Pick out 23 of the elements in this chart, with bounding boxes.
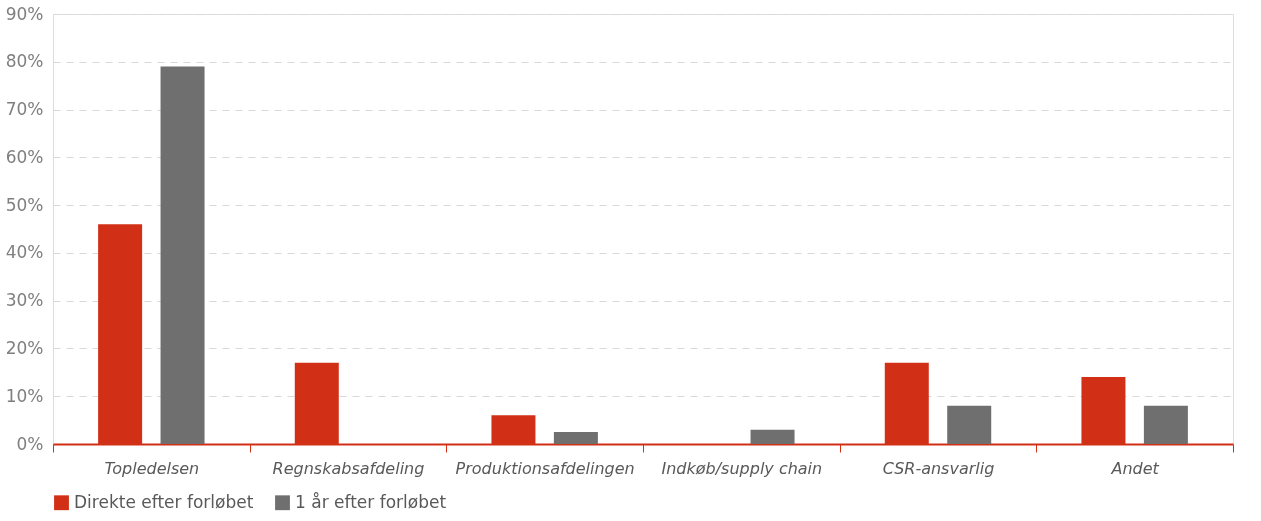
legend-label: Direkte efter forløbet [74, 491, 254, 512]
y-tick-label: 30% [5, 290, 44, 311]
bar [750, 429, 795, 444]
y-tick-label: 10% [5, 385, 44, 406]
x-tick-label: CSR-ansvarlig [882, 458, 995, 478]
y-tick-label: 80% [5, 51, 44, 72]
y-tick-label: 60% [5, 146, 44, 167]
legend-label: 1 år efter forløbet [295, 491, 447, 512]
x-tick-label: Topledelsen [104, 458, 200, 478]
bar [160, 66, 205, 444]
y-tick-label: 0% [16, 433, 44, 454]
y-tick-label: 50% [5, 194, 44, 215]
y-tick-label: 40% [5, 242, 44, 263]
x-tick-label: Produktionsafdelingen [455, 458, 635, 478]
bar [553, 432, 598, 444]
x-tick-label: Andet [1110, 458, 1160, 478]
y-tick-label: 20% [5, 337, 44, 358]
y-tick-label: 90% [5, 3, 44, 24]
y-tick-label: 70% [5, 99, 44, 120]
bar [1143, 405, 1188, 444]
bar [947, 405, 992, 444]
x-tick-label: Regnskabsafdeling [272, 458, 425, 478]
x-tick-label: Indkøb/supply chain [661, 458, 823, 478]
